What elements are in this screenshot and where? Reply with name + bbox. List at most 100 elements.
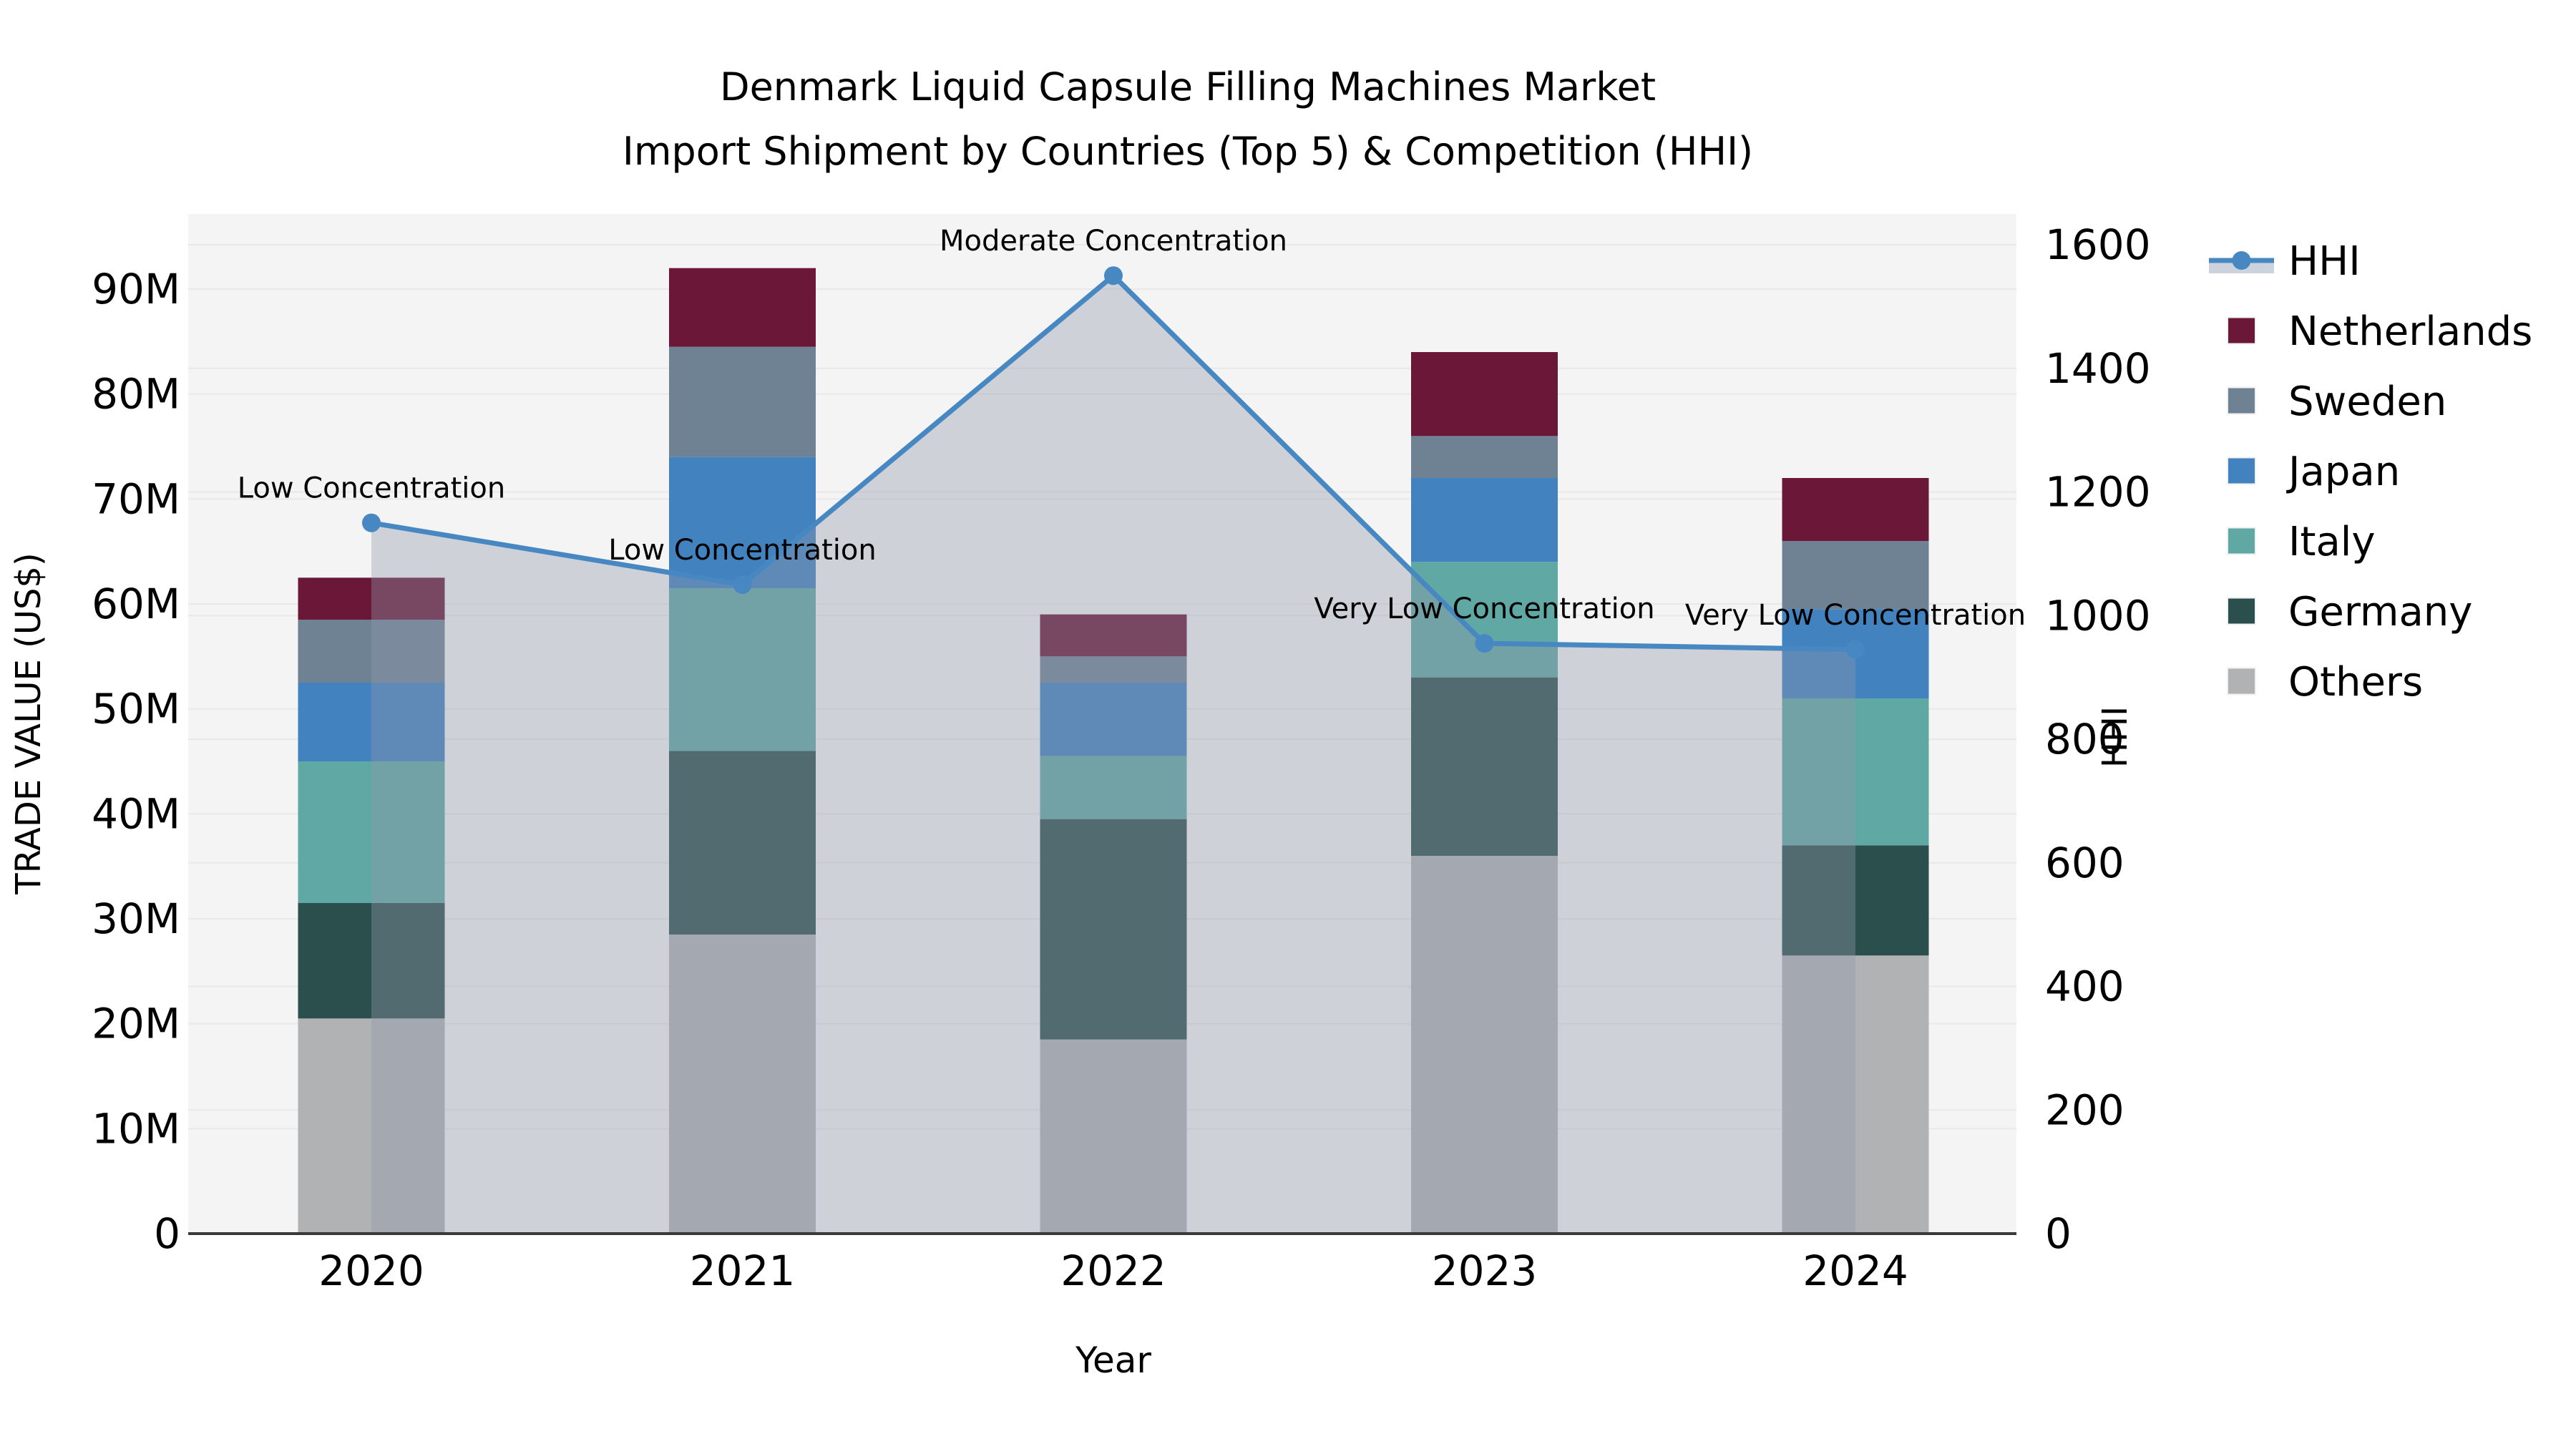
bar-segment-germany-2022 bbox=[1040, 819, 1187, 1040]
y-right-axis-label: HHI bbox=[2095, 706, 2135, 768]
y-left-tick-50M: 50M bbox=[92, 685, 180, 733]
legend-label-italy: Italy bbox=[2288, 519, 2376, 565]
annotations: Low Concentration Low Concentration Modera… bbox=[238, 225, 2026, 632]
x-tick-2024: 2024 bbox=[1802, 1246, 1908, 1295]
legend-label-others: Others bbox=[2288, 659, 2423, 706]
bar-segment-netherlands-2020 bbox=[298, 577, 445, 620]
hhi-marker-2024 bbox=[1846, 640, 1865, 659]
hhi-line bbox=[362, 266, 1865, 659]
y-left-tick-10M: 10M bbox=[92, 1104, 180, 1153]
annotation-2021: Low Concentration bbox=[608, 534, 876, 567]
bar-segment-japan-2020 bbox=[298, 683, 445, 761]
bar-segment-japan-2022 bbox=[1040, 683, 1187, 756]
hhi-area-fill bbox=[371, 275, 1855, 1234]
bar-segment-japan-2023 bbox=[1411, 478, 1558, 562]
bar-segment-sweden-2022 bbox=[1040, 656, 1187, 683]
y-left-tick-70M: 70M bbox=[92, 474, 180, 523]
bar-segment-others-2023 bbox=[1411, 856, 1558, 1234]
y-right-tick-400: 400 bbox=[2045, 962, 2124, 1011]
y-right-tick-labels: 0 200 400 600 800 1000 1200 1400 1600 bbox=[2045, 220, 2151, 1258]
y-left-tick-labels: 0 10M 20M 30M 40M 50M 60M 70M 80M 90M bbox=[92, 265, 180, 1258]
legend-swatch-netherlands bbox=[2227, 316, 2256, 345]
chart-title-line2: Import Shipment by Countries (Top 5) & C… bbox=[623, 129, 1753, 174]
y-left-axis-label: TRADE VALUE (US$) bbox=[9, 552, 49, 894]
bar-segment-sweden-2020 bbox=[298, 620, 445, 683]
bar-segment-netherlands-2023 bbox=[1411, 352, 1558, 436]
y-left-tick-30M: 30M bbox=[92, 894, 180, 943]
legend-item-hhi: HHI bbox=[2209, 238, 2361, 285]
bar-segment-germany-2021 bbox=[669, 751, 816, 935]
legend-swatch-others bbox=[2227, 667, 2256, 696]
legend-label-hhi: HHI bbox=[2288, 238, 2361, 285]
legend-item-germany: Germany bbox=[2227, 589, 2472, 635]
y-right-tick-1400: 1400 bbox=[2045, 344, 2151, 393]
x-tick-2022: 2022 bbox=[1060, 1246, 1166, 1295]
y-left-tick-60M: 60M bbox=[92, 580, 180, 628]
bar-segment-italy-2023 bbox=[1411, 562, 1558, 678]
stacked-bars bbox=[298, 268, 1929, 1234]
bar-segment-italy-2021 bbox=[669, 588, 816, 751]
bar-segment-sweden-2021 bbox=[669, 346, 816, 457]
y-left-tick-40M: 40M bbox=[92, 789, 180, 838]
legend-item-others: Others bbox=[2227, 659, 2423, 706]
y-right-tick-800: 800 bbox=[2045, 715, 2124, 763]
legend-item-sweden: Sweden bbox=[2227, 379, 2446, 425]
legend-swatch-germany bbox=[2227, 597, 2256, 625]
legend-label-germany: Germany bbox=[2288, 589, 2472, 635]
legend-label-sweden: Sweden bbox=[2288, 379, 2446, 425]
legend-swatch-italy bbox=[2227, 527, 2256, 555]
annotation-2020: Low Concentration bbox=[238, 472, 505, 505]
bar-segment-japan-2021 bbox=[669, 457, 816, 588]
annotation-2024: Very Low Concentration bbox=[1685, 599, 2026, 632]
x-axis-spine bbox=[188, 1232, 2016, 1235]
bar-segment-italy-2022 bbox=[1040, 756, 1187, 819]
bar-segment-others-2020 bbox=[298, 1018, 445, 1234]
x-tick-2023: 2023 bbox=[1432, 1246, 1538, 1295]
bar-segment-others-2024 bbox=[1782, 955, 1929, 1234]
x-tick-2021: 2021 bbox=[690, 1246, 796, 1295]
y-left-tick-0: 0 bbox=[154, 1209, 180, 1258]
y-left-tick-80M: 80M bbox=[92, 370, 180, 419]
x-tick-labels: 2020 2021 2022 2023 2024 bbox=[318, 1246, 1908, 1295]
hhi-area-polygon bbox=[371, 275, 1855, 1234]
bar-segment-netherlands-2022 bbox=[1040, 614, 1187, 657]
chart-title-line1: Denmark Liquid Capsule Filling Machines … bbox=[720, 64, 1656, 109]
annotation-2023: Very Low Concentration bbox=[1314, 592, 1654, 625]
legend-label-netherlands: Netherlands bbox=[2288, 308, 2532, 355]
hhi-marker-2022 bbox=[1104, 266, 1123, 286]
bar-segment-germany-2024 bbox=[1782, 845, 1929, 956]
x-tick-2020: 2020 bbox=[318, 1246, 424, 1295]
y-right-tick-600: 600 bbox=[2045, 839, 2124, 887]
x-axis-label: Year bbox=[1075, 1340, 1151, 1381]
legend-swatch-sweden bbox=[2227, 386, 2256, 415]
bar-segment-italy-2024 bbox=[1782, 698, 1929, 846]
y-left-tick-20M: 20M bbox=[92, 1000, 180, 1048]
bar-segment-netherlands-2021 bbox=[669, 268, 816, 347]
legend-item-japan: Japan bbox=[2227, 449, 2400, 495]
legend-item-italy: Italy bbox=[2227, 519, 2376, 565]
y-right-tick-1200: 1200 bbox=[2045, 468, 2151, 517]
hhi-marker-2021 bbox=[733, 575, 752, 595]
y-right-tick-1000: 1000 bbox=[2045, 591, 2151, 640]
hhi-marker-2020 bbox=[362, 513, 381, 532]
bar-segment-others-2022 bbox=[1040, 1039, 1187, 1234]
legend-item-netherlands: Netherlands bbox=[2227, 308, 2532, 355]
legend-swatch-japan bbox=[2227, 457, 2256, 485]
bar-segment-germany-2020 bbox=[298, 903, 445, 1019]
bar-segment-netherlands-2024 bbox=[1782, 478, 1929, 541]
bar-segment-italy-2020 bbox=[298, 761, 445, 903]
legend-hhi-marker bbox=[2232, 251, 2251, 270]
bar-segment-germany-2023 bbox=[1411, 677, 1558, 856]
legend: HHI Netherlands Sweden Japan Italy Germany Oth… bbox=[2209, 238, 2532, 706]
bar-segment-sweden-2023 bbox=[1411, 436, 1558, 478]
bar-segment-sweden-2024 bbox=[1782, 541, 1929, 610]
legend-label-japan: Japan bbox=[2286, 449, 2400, 495]
y-left-tick-90M: 90M bbox=[92, 265, 180, 313]
y-right-tick-200: 200 bbox=[2045, 1085, 2124, 1134]
y-right-tick-0: 0 bbox=[2045, 1209, 2072, 1258]
y-right-tick-1600: 1600 bbox=[2045, 220, 2151, 269]
bar-segment-others-2021 bbox=[669, 935, 816, 1234]
hhi-marker-2023 bbox=[1475, 634, 1494, 653]
